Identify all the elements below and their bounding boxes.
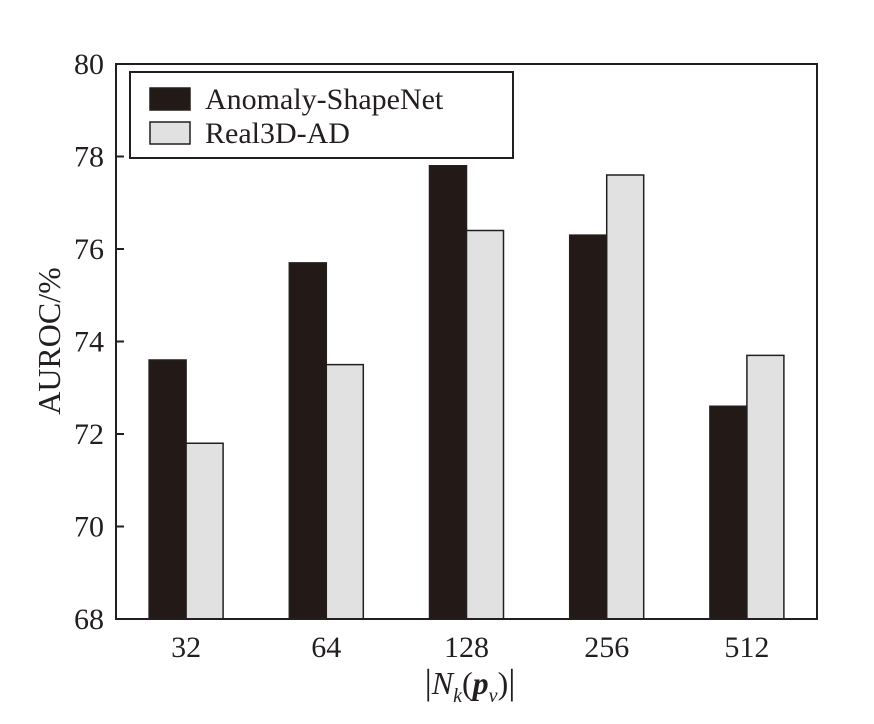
bar-anomaly-shapenet-64 bbox=[288, 262, 328, 620]
bar-real3d-ad-32 bbox=[185, 442, 224, 620]
bar-real3d-ad-128 bbox=[465, 229, 505, 620]
y-tick-label-76: 76 bbox=[74, 233, 104, 266]
legend-item-real3d-ad: Real3D-AD bbox=[149, 117, 350, 150]
legend-box bbox=[129, 71, 514, 159]
bar-real3d-ad-512 bbox=[746, 354, 785, 620]
y-axis-title: AUROC/% bbox=[31, 267, 67, 415]
bar-anomaly-shapenet-512 bbox=[709, 405, 748, 620]
legend: Anomaly-ShapeNet Real3D-AD bbox=[129, 71, 514, 159]
x-tick-label-128: 128 bbox=[444, 631, 489, 664]
bar-anomaly-shapenet-32 bbox=[148, 359, 187, 620]
y-tick-label-78: 78 bbox=[74, 141, 104, 174]
axis-layer: 32 64 128 256 512 68 70 72 74 76 78 80 bbox=[74, 48, 818, 664]
bar-real3d-ad-256 bbox=[605, 174, 645, 620]
x-axis-title-text: |Nk(pv)| bbox=[425, 662, 516, 707]
legend-swatch-anomaly-shapenet bbox=[149, 87, 191, 111]
legend-label-anomaly-shapenet: Anomaly-ShapeNet bbox=[205, 83, 444, 116]
legend-label-real3d-ad: Real3D-AD bbox=[205, 117, 350, 150]
x-tick-label-256: 256 bbox=[584, 631, 629, 664]
y-tick-label-68: 68 bbox=[74, 603, 104, 636]
x-tick-label-512: 512 bbox=[724, 631, 769, 664]
bar-anomaly-shapenet-256 bbox=[568, 234, 608, 620]
bar-real3d-ad-64 bbox=[325, 363, 365, 620]
x-tick-label-64: 64 bbox=[311, 631, 341, 664]
y-tick-label-80: 80 bbox=[74, 48, 104, 81]
x-tick-label-32: 32 bbox=[171, 631, 201, 664]
y-tick-label-70: 70 bbox=[74, 511, 104, 544]
legend-swatch-real3d-ad bbox=[149, 121, 191, 145]
x-axis-title: |Nk(pv)| bbox=[425, 662, 516, 707]
bar-anomaly-shapenet-128 bbox=[428, 165, 468, 620]
bars-layer bbox=[148, 165, 785, 620]
legend-item-anomaly-shapenet: Anomaly-ShapeNet bbox=[149, 83, 444, 116]
y-tick-label-74: 74 bbox=[74, 326, 104, 359]
y-tick-label-72: 72 bbox=[74, 418, 104, 451]
